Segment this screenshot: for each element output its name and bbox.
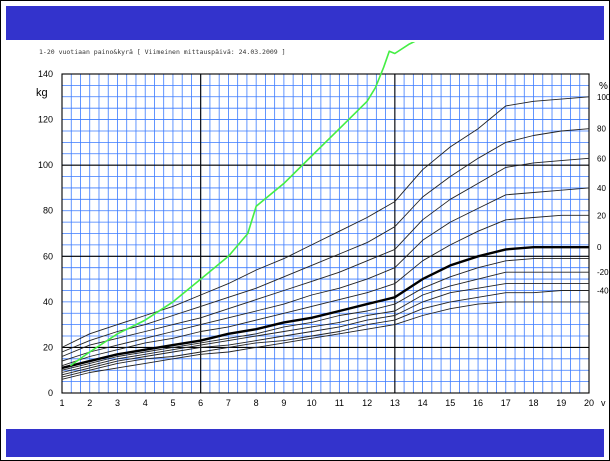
percentile-label: 20 [597,211,606,220]
percentile-curve [61,290,589,378]
percentile-label: 60 [597,154,606,163]
x-tick-label: 5 [170,398,175,408]
y-tick-label: 0 [48,388,53,398]
x-axis-label: v [601,398,606,408]
percentile-curve [61,128,590,353]
measurement-line-group [69,42,416,367]
x-tick-label: 18 [529,398,539,408]
grid-lines [61,73,590,394]
percentile-curve [61,258,589,371]
x-tick-label: 10 [307,398,317,408]
x-tick-label: 1 [59,398,64,408]
x-tick-label: 16 [473,398,483,408]
measurement-line [69,42,416,367]
x-tick-label: 7 [226,398,231,408]
y-tick-label: 60 [43,251,53,261]
percentile-label: 100 [597,93,609,102]
x-tick-label: 17 [501,398,511,408]
percentile-curves [61,96,590,380]
y-tick-label: 40 [43,297,53,307]
y-tick-label: 120 [38,115,53,125]
percentile-labels: 100 80 60 40 20 0 -20 -40 [597,93,609,296]
y-axis-label: kg [36,87,48,99]
plot-border [61,73,590,394]
x-tick-label: 14 [418,398,428,408]
percentile-curve [61,301,589,380]
x-tick-label: 8 [254,398,259,408]
percentile-axis-label: % [599,81,608,92]
percentile-curve [61,96,590,348]
percentile-label: 40 [597,184,606,193]
axis-tick-labels: 1 2 3 4 5 6 7 8 9 10 11 12 13 14 15 16 17 18 19 20020406080… [38,69,594,408]
percentile-curve [61,271,589,373]
percentile-label: 80 [597,125,606,134]
percentile-curve [61,157,590,357]
percentile-label: 0 [597,243,602,252]
x-tick-label: 9 [281,398,286,408]
percentile-label: -40 [597,286,609,295]
x-tick-label: 15 [445,398,455,408]
x-tick-label: 11 [335,398,344,408]
x-tick-label: 4 [143,398,148,408]
x-tick-label: 6 [198,398,203,408]
median-curve [61,245,589,370]
percentile-curve [61,283,589,376]
x-tick-label: 12 [362,398,372,408]
x-tick-label: 2 [87,398,92,408]
percentile-label: -20 [597,268,609,277]
footer-bar [6,429,604,457]
y-tick-label: 80 [43,206,53,216]
y-tick-label: 140 [38,69,53,79]
y-tick-label: 100 [38,160,53,170]
x-tick-label: 20 [584,398,594,408]
x-tick-label: 13 [390,398,400,408]
x-tick-label: 19 [556,398,566,408]
percentile-curve [61,214,589,367]
chart-title: 1-20 vuotiaan paino&kyrä [ Viimeinen mit… [39,48,286,56]
y-tick-label: 20 [43,342,53,352]
percentile-curve [61,187,590,362]
x-tick-label: 3 [115,398,120,408]
header-bar [6,6,604,40]
